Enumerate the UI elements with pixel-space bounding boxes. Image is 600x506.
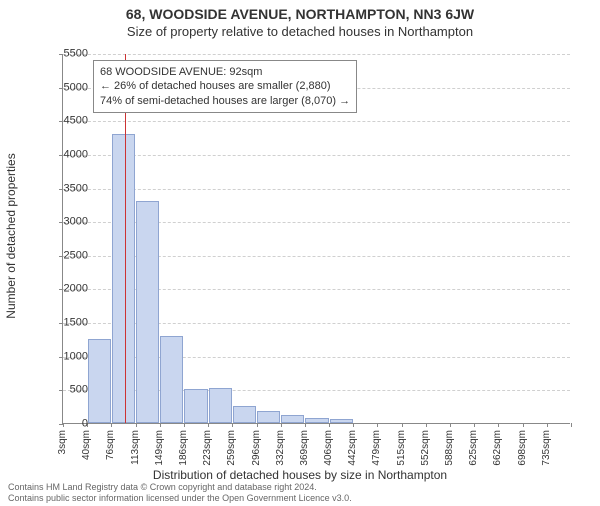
x-tick-label: 735sqm: [542, 430, 552, 466]
x-tick-label: 698sqm: [518, 430, 528, 466]
histogram-bar: [209, 388, 232, 423]
x-tick-label: 40sqm: [82, 430, 92, 460]
x-tick-label: 332sqm: [276, 430, 286, 466]
x-tick-label: 369sqm: [300, 430, 310, 466]
title-sub: Size of property relative to detached ho…: [0, 24, 600, 39]
y-tick-label: 4000: [48, 149, 88, 160]
annotation-box: 68 WOODSIDE AVENUE: 92sqm← 26% of detach…: [93, 60, 357, 113]
x-tick-mark: [136, 423, 137, 427]
y-tick-label: 5000: [48, 82, 88, 93]
y-tick-label: 2500: [48, 250, 88, 261]
chart-area: 3sqm40sqm76sqm113sqm149sqm186sqm223sqm25…: [62, 54, 570, 424]
x-tick-label: 552sqm: [421, 430, 431, 466]
histogram-bar: [281, 415, 304, 423]
x-tick-mark: [474, 423, 475, 427]
x-tick-label: 223sqm: [203, 430, 213, 466]
x-tick-mark: [281, 423, 282, 427]
x-tick-label: 259sqm: [227, 430, 237, 466]
x-tick-mark: [232, 423, 233, 427]
annotation-line: ← 26% of detached houses are smaller (2,…: [100, 79, 350, 93]
footer-attribution: Contains HM Land Registry data © Crown c…: [8, 482, 352, 504]
x-tick-mark: [402, 423, 403, 427]
x-tick-label: 442sqm: [348, 430, 358, 466]
x-tick-mark: [523, 423, 524, 427]
y-tick-label: 2000: [48, 284, 88, 295]
y-tick-label: 0: [48, 419, 88, 430]
x-tick-mark: [498, 423, 499, 427]
y-tick-label: 500: [48, 385, 88, 396]
x-tick-label: 186sqm: [179, 430, 189, 466]
y-tick-label: 1000: [48, 351, 88, 362]
x-tick-mark: [377, 423, 378, 427]
histogram-bar: [112, 134, 135, 423]
x-tick-label: 3sqm: [58, 430, 68, 454]
x-tick-label: 479sqm: [372, 430, 382, 466]
x-tick-label: 149sqm: [155, 430, 165, 466]
gridline: [63, 121, 570, 122]
x-tick-label: 296sqm: [252, 430, 262, 466]
histogram-bar: [184, 389, 207, 423]
annotation-line: 68 WOODSIDE AVENUE: 92sqm: [100, 65, 350, 79]
x-tick-mark: [160, 423, 161, 427]
y-axis-label: Number of detached properties: [4, 153, 18, 318]
gridline: [63, 155, 570, 156]
x-tick-mark: [450, 423, 451, 427]
y-tick-label: 4500: [48, 116, 88, 127]
histogram-bar: [88, 339, 111, 423]
title-main: 68, WOODSIDE AVENUE, NORTHAMPTON, NN3 6J…: [0, 6, 600, 22]
x-tick-label: 406sqm: [324, 430, 334, 466]
x-tick-label: 76sqm: [106, 430, 116, 460]
x-tick-mark: [184, 423, 185, 427]
y-tick-label: 1500: [48, 318, 88, 329]
histogram-bar: [233, 406, 256, 423]
annotation-line: 74% of semi-detached houses are larger (…: [100, 94, 350, 108]
x-tick-mark: [426, 423, 427, 427]
x-tick-mark: [547, 423, 548, 427]
x-tick-label: 625sqm: [469, 430, 479, 466]
histogram-bar: [305, 418, 328, 423]
x-tick-mark: [329, 423, 330, 427]
y-tick-label: 3500: [48, 183, 88, 194]
x-tick-label: 588sqm: [445, 430, 455, 466]
x-tick-mark: [305, 423, 306, 427]
x-tick-mark: [257, 423, 258, 427]
histogram-bar: [160, 336, 183, 423]
x-tick-mark: [208, 423, 209, 427]
y-tick-label: 3000: [48, 217, 88, 228]
x-tick-label: 515sqm: [397, 430, 407, 466]
footer-line-1: Contains HM Land Registry data © Crown c…: [8, 482, 352, 493]
y-tick-label: 5500: [48, 49, 88, 60]
x-tick-mark: [353, 423, 354, 427]
gridline: [63, 189, 570, 190]
gridline: [63, 54, 570, 55]
plot-area: 3sqm40sqm76sqm113sqm149sqm186sqm223sqm25…: [62, 54, 570, 424]
x-tick-mark: [571, 423, 572, 427]
x-tick-label: 113sqm: [131, 430, 141, 465]
x-axis-label: Distribution of detached houses by size …: [0, 468, 600, 482]
x-tick-mark: [111, 423, 112, 427]
x-tick-label: 662sqm: [493, 430, 503, 466]
histogram-bar: [330, 419, 353, 423]
histogram-bar: [136, 201, 159, 423]
footer-line-2: Contains public sector information licen…: [8, 493, 352, 504]
histogram-bar: [257, 411, 280, 423]
